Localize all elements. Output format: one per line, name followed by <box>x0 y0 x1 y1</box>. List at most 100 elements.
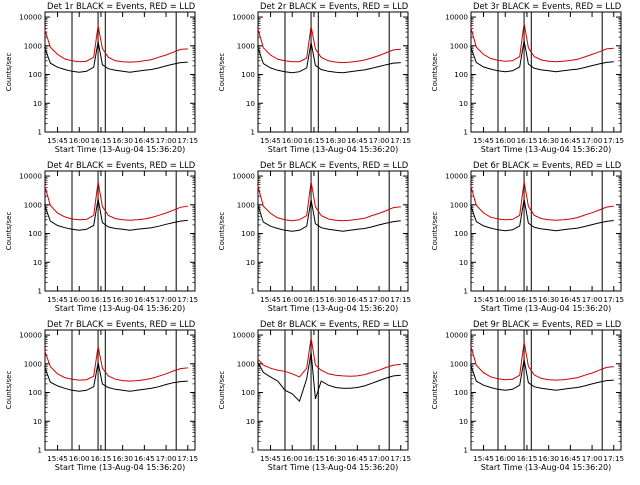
y-tick-label: 100 <box>241 229 255 238</box>
x-tick-label: 16:00 <box>282 295 303 304</box>
x-tick-label: 16:15 <box>91 295 112 304</box>
x-tick-label: 17:15 <box>603 454 624 463</box>
y-tick-label: 10 <box>33 258 43 267</box>
x-tick-label: 16:00 <box>282 454 303 463</box>
x-tick-label: 16:15 <box>304 136 325 145</box>
panel-9: Det 9r BLACK = Events, RED = LLD 1 10 100 10… <box>431 319 624 472</box>
panel-title: Det 8r BLACK = Events, RED = LLD <box>260 319 408 329</box>
y-tick-label: 10000 <box>232 172 255 181</box>
y-tick-label: 10 <box>459 258 469 267</box>
y-tick-label: 1 <box>463 287 468 296</box>
y-tick-label: 1000 <box>450 200 469 209</box>
y-tick-label: 10 <box>459 99 469 108</box>
y-tick-label: 10000 <box>19 13 42 22</box>
y-tick-label: 1000 <box>24 41 43 50</box>
plot-frame <box>257 329 409 451</box>
x-tick-label: 16:15 <box>304 295 325 304</box>
x-tick-label: 16:00 <box>69 454 90 463</box>
x-tick-label: 16:15 <box>91 136 112 145</box>
y-tick-label: 100 <box>241 388 255 397</box>
series-lld-line <box>44 25 188 63</box>
y-tick-label: 1 <box>37 446 42 455</box>
x-tick-label: 16:15 <box>517 454 538 463</box>
x-tick-label: 16:00 <box>495 454 516 463</box>
series-events-line <box>257 199 401 232</box>
x-tick-label: 17:00 <box>582 454 603 463</box>
x-axis-label: Start Time (13-Aug-04 15:36:20) <box>55 145 186 154</box>
x-tick-label: 15:45 <box>47 454 68 463</box>
y-tick-label: 1 <box>37 128 42 137</box>
plot-frame <box>44 11 196 133</box>
y-tick-label: 10 <box>246 99 256 108</box>
x-tick-label: 16:45 <box>560 454 581 463</box>
y-tick-label: 1 <box>463 128 468 137</box>
x-tick-label: 17:00 <box>369 454 390 463</box>
y-tick-label: 100 <box>454 229 468 238</box>
x-tick-label: 17:15 <box>177 136 198 145</box>
panel-8: Det 8r BLACK = Events, RED = LLD 1 10 100 10… <box>218 319 411 472</box>
y-tick-label: 1000 <box>24 200 43 209</box>
panel-title: Det 3r BLACK = Events, RED = LLD <box>473 1 621 11</box>
x-tick-label: 16:15 <box>517 295 538 304</box>
x-tick-label: 16:30 <box>538 295 559 304</box>
x-axis-label: Start Time (13-Aug-04 15:36:20) <box>481 145 612 154</box>
series-events-line <box>44 41 188 73</box>
x-axis-label: Start Time (13-Aug-04 15:36:20) <box>481 304 612 313</box>
y-tick-label: 1000 <box>237 41 256 50</box>
y-tick-label: 10 <box>33 417 43 426</box>
series-events-line <box>470 199 614 232</box>
panel-5: Det 5r BLACK = Events, RED = LLD 1 10 100 10… <box>218 160 411 313</box>
y-tick-label: 100 <box>454 388 468 397</box>
x-tick-label: 15:45 <box>473 454 494 463</box>
panel-title: Det 6r BLACK = Events, RED = LLD <box>473 160 621 170</box>
x-tick-label: 17:15 <box>390 136 411 145</box>
x-axis-label: Start Time (13-Aug-04 15:36:20) <box>268 463 399 472</box>
y-tick-label: 10 <box>246 417 256 426</box>
x-tick-label: 15:45 <box>47 295 68 304</box>
y-axis-label: Counts/sec <box>218 53 226 92</box>
x-tick-label: 16:30 <box>112 295 133 304</box>
series-lld-line <box>257 181 401 222</box>
x-tick-label: 15:45 <box>47 136 68 145</box>
plot-frame <box>257 11 409 133</box>
x-tick-label: 17:00 <box>582 136 603 145</box>
series-events-line <box>44 198 188 231</box>
x-tick-label: 17:15 <box>603 136 624 145</box>
y-tick-label: 10000 <box>445 13 468 22</box>
series-lld-line <box>257 26 401 64</box>
series-events-line <box>257 42 401 74</box>
y-axis-label: Counts/sec <box>5 53 13 92</box>
x-tick-label: 16:30 <box>538 136 559 145</box>
x-tick-label: 15:45 <box>473 136 494 145</box>
y-tick-label: 1000 <box>237 359 256 368</box>
y-tick-label: 10000 <box>445 172 468 181</box>
x-tick-label: 16:00 <box>282 136 303 145</box>
y-axis-label: Counts/sec <box>431 371 439 410</box>
series-events-line <box>44 362 188 392</box>
y-tick-label: 1 <box>250 128 255 137</box>
x-tick-label: 17:15 <box>603 295 624 304</box>
y-tick-label: 10 <box>459 417 469 426</box>
y-axis-label: Counts/sec <box>5 212 13 251</box>
y-axis-label: Counts/sec <box>431 212 439 251</box>
x-tick-label: 17:00 <box>369 136 390 145</box>
y-tick-label: 100 <box>28 388 42 397</box>
series-lld-line <box>470 342 614 381</box>
y-tick-label: 10000 <box>19 331 42 340</box>
x-tick-label: 15:45 <box>473 295 494 304</box>
x-tick-label: 16:30 <box>112 136 133 145</box>
x-tick-label: 16:45 <box>347 295 368 304</box>
x-tick-label: 16:45 <box>134 136 155 145</box>
y-tick-label: 1 <box>37 287 42 296</box>
x-tick-label: 15:45 <box>260 136 281 145</box>
x-axis-label: Start Time (13-Aug-04 15:36:20) <box>55 304 186 313</box>
panel-2: Det 2r BLACK = Events, RED = LLD 1 10 100 10… <box>218 1 411 154</box>
panel-title: Det 5r BLACK = Events, RED = LLD <box>260 160 408 170</box>
x-tick-label: 16:45 <box>560 136 581 145</box>
plot-frame <box>44 329 196 451</box>
series-lld-line <box>257 337 401 378</box>
x-tick-label: 16:45 <box>347 136 368 145</box>
x-tick-label: 17:15 <box>390 295 411 304</box>
x-tick-label: 16:15 <box>304 454 325 463</box>
